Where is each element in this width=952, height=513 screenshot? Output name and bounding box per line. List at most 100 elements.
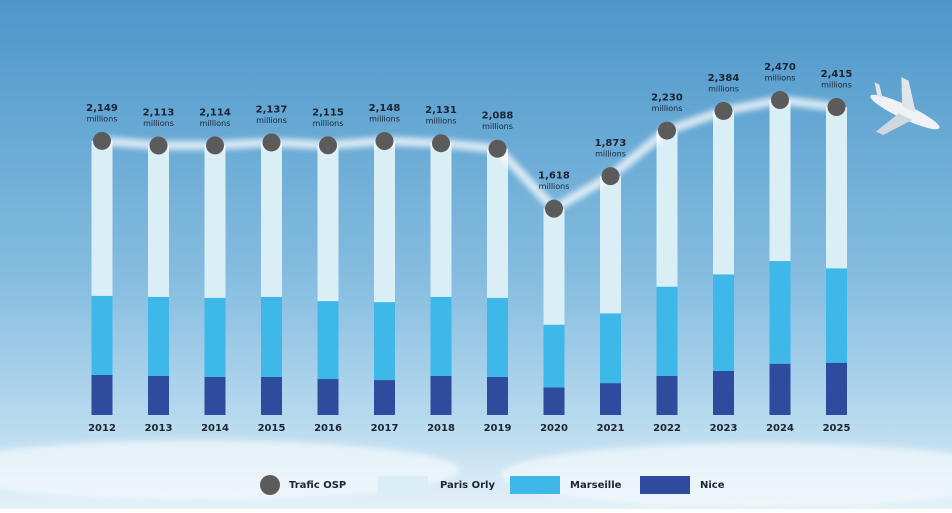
value-unit: millions <box>313 119 344 128</box>
value-label: 1,873 <box>595 138 627 149</box>
bar-segment <box>148 375 169 415</box>
x-tick-label: 2019 <box>484 423 512 434</box>
value-unit: millions <box>708 84 739 93</box>
bar-segment <box>769 261 791 364</box>
bar-segment <box>204 145 226 298</box>
trafic-dot <box>658 121 676 140</box>
trafic-dot <box>601 167 620 186</box>
bar-segment <box>317 145 339 302</box>
bar-segment <box>543 208 565 325</box>
contrail <box>101 95 838 215</box>
legend-label: Nice <box>700 480 725 491</box>
value-label: 2,113 <box>143 108 175 119</box>
trafic-dot <box>432 134 450 153</box>
value-unit: millions <box>765 74 796 83</box>
plot: 2012 2013 2014 2015 2016 2017 2018 2019 2020 2021… <box>86 62 852 434</box>
value-label: 2,148 <box>369 103 401 114</box>
trafic-dot <box>93 131 111 150</box>
value-unit: millions <box>595 150 626 159</box>
legend-marker <box>378 476 428 494</box>
legend-label: Trafic OSP <box>289 480 346 491</box>
legend: Trafic OSP Paris Orly Marseille Nice <box>260 475 725 495</box>
x-tick-label: 2025 <box>823 423 851 434</box>
value-unit: millions <box>143 119 174 128</box>
trafic-dot <box>319 136 337 155</box>
bar-segment <box>826 268 847 363</box>
value-label: 2,088 <box>482 111 514 122</box>
bar-segment <box>430 375 452 415</box>
value-unit: millions <box>426 117 457 126</box>
value-label: 2,415 <box>821 69 853 80</box>
legend-label: Marseille <box>570 480 622 491</box>
x-tick-label: 2023 <box>710 423 738 434</box>
bar-segment <box>487 376 508 415</box>
cloud <box>500 443 952 507</box>
bar-segment <box>600 383 621 415</box>
bar-segment <box>713 370 734 415</box>
value-unit: millions <box>369 115 400 124</box>
bar-segment <box>261 376 282 415</box>
trafic-dot <box>206 136 224 155</box>
value-label: 2,384 <box>708 73 740 84</box>
value-label: 2,149 <box>86 103 118 114</box>
value-label: 2,470 <box>764 62 796 73</box>
legend-marker <box>510 476 560 494</box>
value-label: 2,137 <box>256 104 288 115</box>
bar-segment <box>826 362 847 415</box>
legend-label: Paris Orly <box>440 480 495 491</box>
x-tick-label: 2012 <box>88 423 116 434</box>
value-label: 2,230 <box>651 93 683 104</box>
trafic-dot <box>545 199 563 218</box>
value-label: 2,114 <box>199 107 231 118</box>
x-tick-label: 2018 <box>427 423 455 434</box>
legend-marker <box>640 476 690 494</box>
bar-segment <box>374 141 395 303</box>
trafic-dot <box>375 132 394 151</box>
bar-segment <box>91 295 113 375</box>
value-unit: millions <box>482 122 513 131</box>
bar-segment <box>656 130 678 287</box>
bar-segment <box>769 100 791 262</box>
bar-segment <box>487 297 508 377</box>
value-unit: millions <box>200 119 231 128</box>
bar-segment <box>543 387 565 415</box>
trafic-dot <box>149 136 168 155</box>
x-tick-label: 2021 <box>597 423 625 434</box>
value-unit: millions <box>256 116 287 125</box>
legend-marker <box>260 475 280 495</box>
bar-segment <box>600 176 621 314</box>
trafic-dot <box>488 139 507 158</box>
bar-segment <box>430 296 452 376</box>
bar-segment <box>91 140 113 296</box>
bar-segment <box>656 375 678 415</box>
trafic-dot <box>714 101 733 120</box>
bar-segment <box>543 324 565 388</box>
bar-segment <box>317 379 339 415</box>
value-label: 2,115 <box>312 107 344 118</box>
trafic-dot <box>262 133 281 152</box>
bar-segment <box>204 376 226 415</box>
bar-segment <box>261 296 282 377</box>
bar-segment <box>600 313 621 384</box>
bar-segment <box>148 145 169 297</box>
plane <box>870 77 940 135</box>
trafic-dot <box>771 91 789 109</box>
bar-segment <box>713 274 734 371</box>
value-label: 2,131 <box>425 105 457 116</box>
value-label: 1,618 <box>538 171 570 182</box>
value-unit: millions <box>87 114 118 123</box>
bar-segment <box>374 380 395 415</box>
x-tick-label: 2015 <box>258 423 286 434</box>
x-tick-label: 2013 <box>145 423 173 434</box>
bar-segment <box>374 302 395 381</box>
bar-segment <box>148 296 169 376</box>
trafic-dot <box>827 98 846 117</box>
bar-segment <box>317 301 339 380</box>
bar-segment <box>91 374 113 415</box>
x-tick-label: 2016 <box>314 423 342 434</box>
bar-segment <box>656 286 678 376</box>
bar-segment <box>430 143 452 297</box>
cloud <box>0 440 460 500</box>
